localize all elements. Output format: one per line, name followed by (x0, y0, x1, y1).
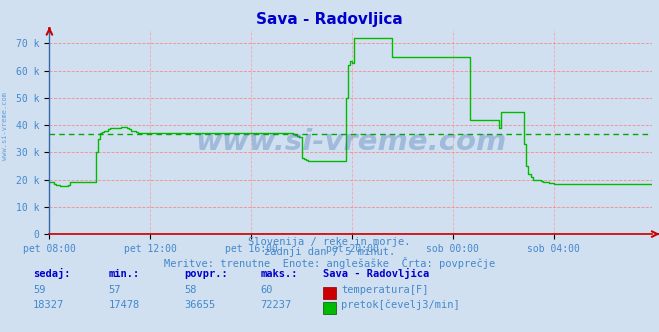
Text: temperatura[F]: temperatura[F] (341, 285, 429, 295)
Text: 58: 58 (185, 285, 197, 295)
Text: 18327: 18327 (33, 300, 64, 310)
Text: Meritve: trenutne  Enote: anglešaške  Črta: povprečje: Meritve: trenutne Enote: anglešaške Črta… (164, 257, 495, 269)
Text: 59: 59 (33, 285, 45, 295)
Text: 57: 57 (109, 285, 121, 295)
Text: 36655: 36655 (185, 300, 215, 310)
Text: zadnji dan / 5 minut.: zadnji dan / 5 minut. (264, 247, 395, 257)
Text: Sava - Radovljica: Sava - Radovljica (256, 12, 403, 27)
Text: povpr.:: povpr.: (185, 269, 228, 279)
Text: Slovenija / reke in morje.: Slovenija / reke in morje. (248, 237, 411, 247)
Text: 17478: 17478 (109, 300, 140, 310)
Text: 72237: 72237 (260, 300, 291, 310)
Text: www.si-vreme.com: www.si-vreme.com (195, 128, 507, 156)
Text: pretok[čevelj3/min]: pretok[čevelj3/min] (341, 299, 460, 310)
Text: min.:: min.: (109, 269, 140, 279)
Text: sedaj:: sedaj: (33, 268, 71, 279)
Text: www.si-vreme.com: www.si-vreme.com (2, 92, 9, 160)
Text: 60: 60 (260, 285, 273, 295)
Text: Sava - Radovljica: Sava - Radovljica (323, 268, 429, 279)
Text: maks.:: maks.: (260, 269, 298, 279)
